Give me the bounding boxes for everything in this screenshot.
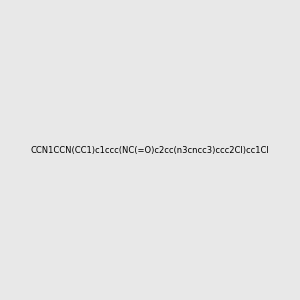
Text: CCN1CCN(CC1)c1ccc(NC(=O)c2cc(n3cncc3)ccc2Cl)cc1Cl: CCN1CCN(CC1)c1ccc(NC(=O)c2cc(n3cncc3)ccc… (31, 146, 269, 154)
